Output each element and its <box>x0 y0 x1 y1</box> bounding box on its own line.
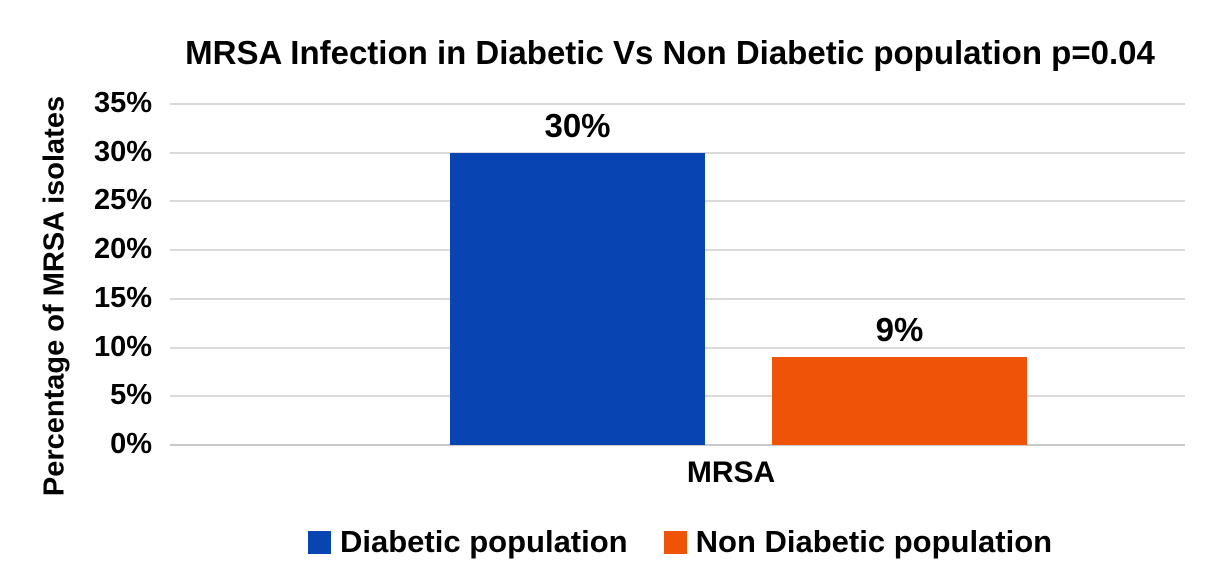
legend-label-non-diabetic-population: Non Diabetic population <box>695 524 1053 559</box>
y-tick-label-25: 25% <box>93 184 152 217</box>
y-tick-label-20: 20% <box>93 233 152 266</box>
legend-label-diabetic-population: Diabetic population <box>340 524 628 559</box>
y-tick-label-30: 30% <box>93 135 152 168</box>
legend-item-diabetic-population: Diabetic population <box>308 524 628 560</box>
bar-value-label-diabetic-population: 30% <box>544 106 611 144</box>
x-axis-category-label: MRSA <box>686 456 776 489</box>
legend-item-non-diabetic-population: Non Diabetic population <box>663 524 1053 560</box>
bar-diabetic-population <box>450 152 705 445</box>
y-tick-label-10: 10% <box>93 330 152 363</box>
bar-value-label-non-diabetic-population: 9% <box>875 311 924 349</box>
gridline-35 <box>170 103 1185 105</box>
bar-non-diabetic-population <box>772 357 1027 445</box>
y-tick-label-0: 0% <box>110 428 152 460</box>
y-tick-label-35: 35% <box>93 87 152 119</box>
legend-swatch-non-diabetic-population <box>663 530 687 554</box>
chart-title: MRSA Infection in Diabetic Vs Non Diabet… <box>185 34 1155 71</box>
y-tick-label-5: 5% <box>110 379 152 412</box>
legend-swatch-diabetic-population <box>308 530 331 554</box>
legend: Diabetic population Non Diabetic populati… <box>308 524 1052 560</box>
gridline-0 <box>170 444 1185 446</box>
y-tick-label-15: 15% <box>93 281 152 314</box>
